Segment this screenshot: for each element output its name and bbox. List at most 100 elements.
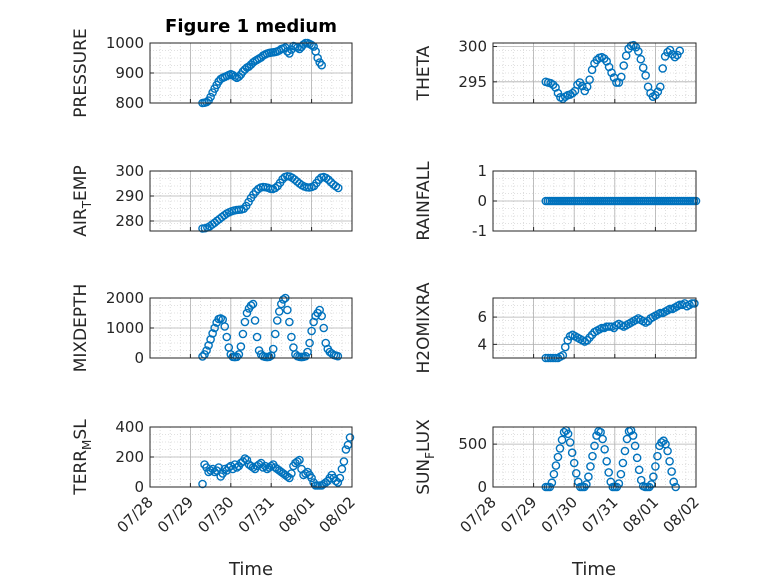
data-point — [232, 352, 242, 362]
subplot-6: 4 6 H2OMIXRA — [414, 282, 699, 374]
axes-box — [492, 297, 697, 359]
data-point — [307, 40, 316, 50]
data-point — [270, 183, 280, 193]
data-point — [638, 63, 648, 73]
y-axis-label: RAINFALL — [414, 161, 434, 241]
data-point — [675, 46, 685, 56]
data-point — [631, 42, 641, 52]
data-point — [333, 351, 343, 361]
data-point — [555, 444, 565, 453]
data-point — [333, 183, 343, 193]
data-point — [585, 333, 594, 342]
x-tick-label: 08/02 — [660, 493, 703, 536]
data-point — [665, 304, 675, 314]
data-point — [634, 47, 643, 56]
data-point — [252, 332, 262, 342]
data-point — [588, 451, 597, 461]
data-point — [331, 181, 341, 191]
y-tick-label: 400 — [115, 418, 144, 436]
data-point — [198, 352, 207, 361]
y-tick-label: 0 — [477, 478, 487, 496]
y-axis-label: PRESSURE — [71, 28, 91, 117]
data-point — [258, 463, 268, 472]
x-tick-label: 07/28 — [114, 493, 157, 536]
data-point — [295, 455, 304, 465]
data-point — [274, 307, 284, 316]
x-tick-label: 08/01 — [275, 493, 318, 536]
data-point — [202, 346, 211, 355]
data-point — [584, 472, 593, 482]
data-point — [345, 433, 355, 442]
subplot-3: 280 290 300 AIRTEMP — [71, 162, 353, 237]
y-label-rest: SL — [71, 419, 91, 440]
y-label-subscript: F — [423, 452, 437, 459]
data-point — [567, 448, 577, 458]
data-point — [234, 72, 244, 81]
data-point — [571, 468, 581, 478]
data-point — [324, 175, 333, 185]
data-point — [616, 469, 626, 479]
data-point — [210, 323, 219, 333]
y-label-main: SUN — [414, 459, 434, 495]
data-point — [250, 316, 260, 325]
data-point — [276, 299, 286, 309]
data-point — [658, 64, 668, 73]
subplot-8: 0 500 SUNFLUX 07/2807/2907/3007/3108/0108/0… — [414, 419, 703, 537]
data-point — [585, 75, 594, 85]
y-label-main: TERR — [71, 450, 91, 496]
data-point — [319, 323, 329, 333]
y-label-subscript: T — [80, 200, 94, 209]
axes-box — [149, 170, 353, 232]
y-label-rest: EMP — [71, 165, 91, 201]
data-point — [636, 54, 646, 64]
data-point — [220, 322, 230, 331]
data-point — [657, 438, 666, 447]
data-point — [600, 444, 609, 454]
data-point — [317, 311, 327, 321]
data-point — [569, 458, 579, 468]
data-point — [559, 427, 569, 437]
data-point — [655, 308, 665, 318]
y-tick-label: 1 — [477, 162, 487, 180]
data-point — [270, 329, 280, 339]
data-point — [240, 454, 250, 463]
y-tick-label: 280 — [115, 212, 144, 230]
y-tick-label: 6 — [477, 308, 487, 326]
data-point — [670, 52, 680, 62]
y-label-main: THETA — [414, 45, 434, 101]
data-point — [279, 295, 288, 304]
data-point — [303, 347, 312, 357]
x-tick-label: 07/30 — [194, 493, 237, 536]
y-tick-label: 0 — [134, 478, 144, 496]
y-tick-label: 2000 — [106, 289, 144, 307]
data-point — [602, 456, 611, 466]
data-point — [616, 72, 626, 82]
y-label-main: AIR — [71, 208, 91, 237]
x-tick-label: 07/30 — [538, 493, 581, 536]
data-point — [651, 462, 660, 471]
y-tick-label: -1 — [472, 222, 487, 240]
x-tick-label: 07/29 — [154, 493, 197, 536]
y-axis-label: SUNFLUX — [414, 419, 437, 495]
data-point — [202, 97, 211, 107]
data-point — [620, 446, 630, 456]
data-point — [553, 88, 563, 98]
data-point — [619, 61, 629, 70]
data-point — [335, 473, 345, 483]
data-point — [557, 435, 567, 445]
data-point — [242, 455, 252, 465]
data-point — [563, 429, 573, 439]
axes-box — [492, 426, 697, 488]
y-axis-label: H2OMIXRA — [414, 282, 434, 373]
data-point — [341, 445, 351, 454]
data-point — [598, 434, 607, 444]
figure-title: Figure 1 medium — [165, 16, 337, 37]
x-tick-label: 07/31 — [578, 493, 621, 536]
y-axis-label: AIRTEMP — [71, 165, 94, 236]
data-point — [321, 173, 331, 183]
y-tick-label: 300 — [115, 162, 144, 180]
data-point — [547, 478, 557, 488]
data-point — [551, 461, 561, 470]
y-label-main: PRESSURE — [71, 28, 91, 117]
